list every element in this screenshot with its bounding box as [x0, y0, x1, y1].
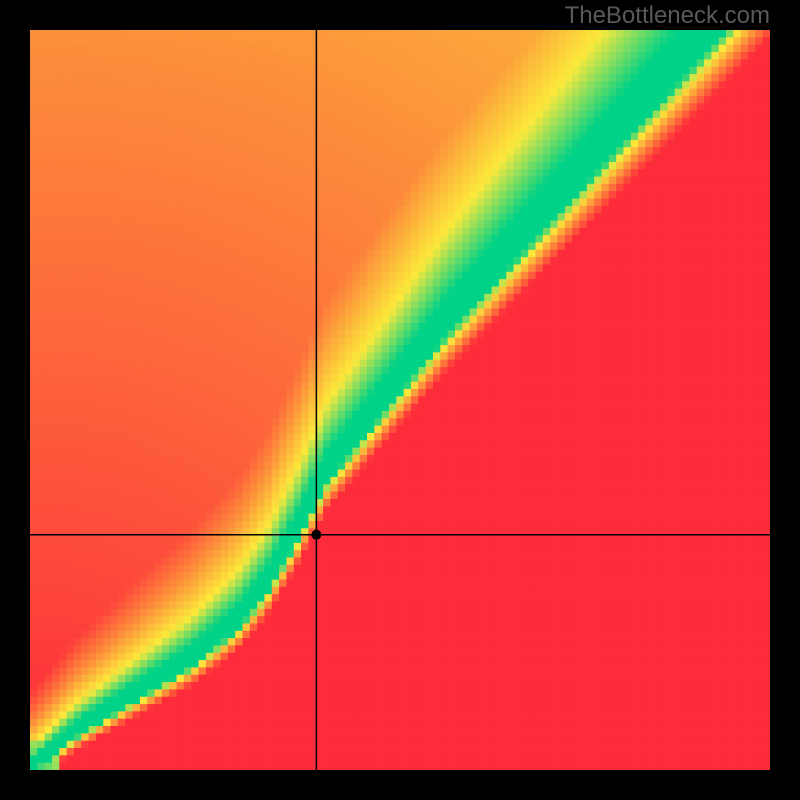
watermark-text: TheBottleneck.com	[565, 2, 770, 30]
bottleneck-heatmap	[30, 30, 770, 770]
chart-container: TheBottleneck.com	[0, 0, 800, 800]
